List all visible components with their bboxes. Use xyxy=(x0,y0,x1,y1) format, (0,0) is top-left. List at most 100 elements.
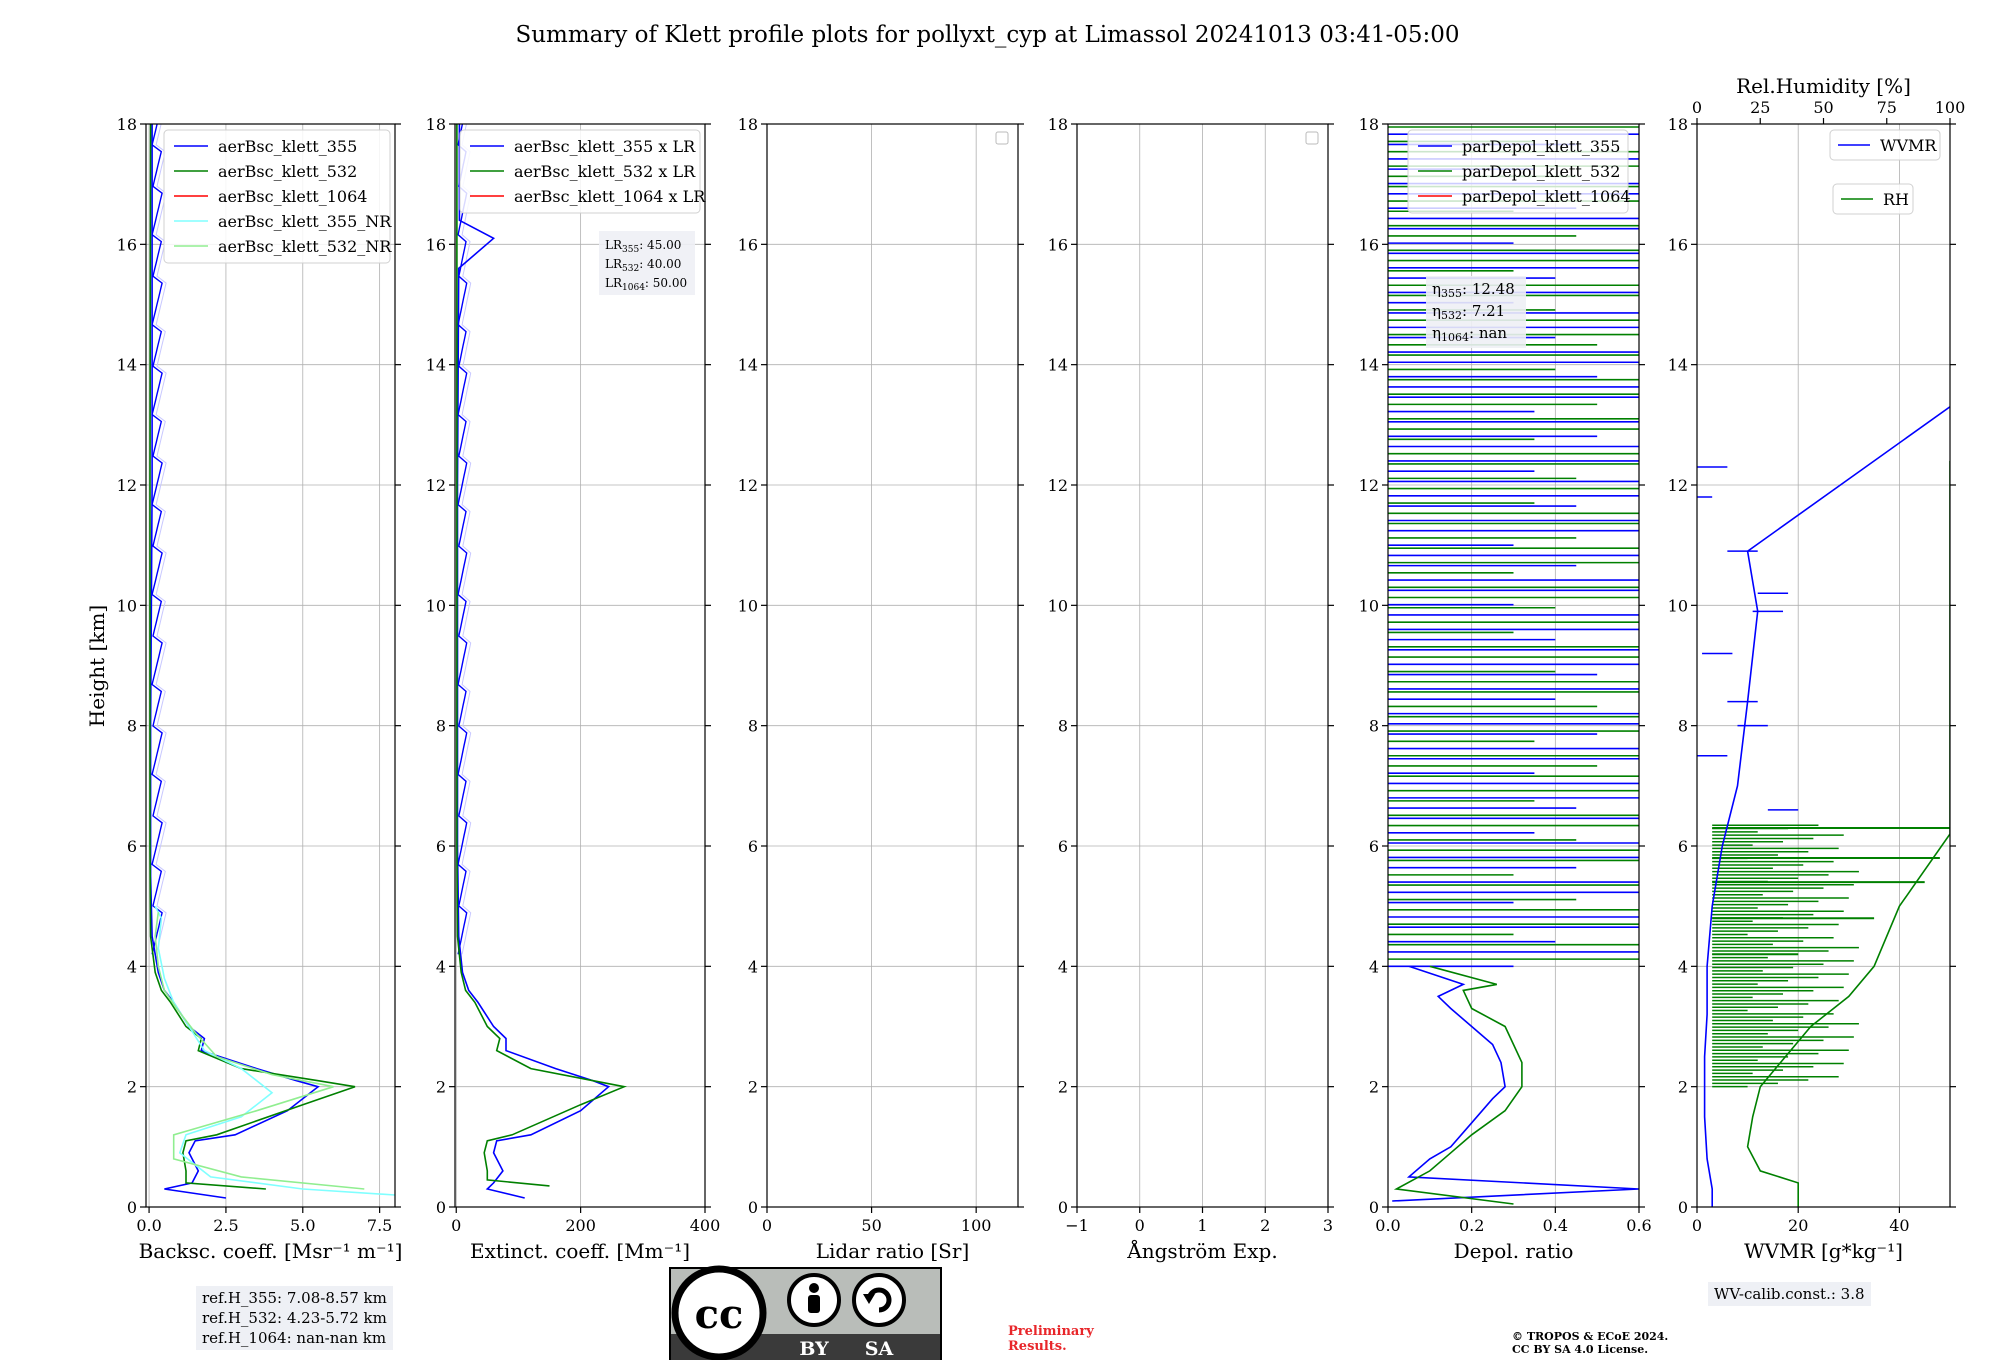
y-tick-label: 8 xyxy=(1369,717,1379,736)
y-tick-label: 8 xyxy=(436,717,446,736)
x-tick-label: 50 xyxy=(861,1216,881,1235)
series-line-WVMR xyxy=(1703,406,1950,1207)
legend-entry-RH: RH xyxy=(1883,190,1909,209)
noise-layer xyxy=(151,124,167,955)
y-tick-label: 2 xyxy=(1058,1078,1068,1097)
x-axis-label: WVMR [g*kg⁻¹] xyxy=(1744,1239,1903,1263)
x-axis-label: Ångström Exp. xyxy=(1126,1238,1277,1263)
legend-entry-aerBsc_klett_1064 x LR: aerBsc_klett_1064 x LR xyxy=(514,187,706,206)
x-tick-label: 0 xyxy=(1135,1216,1145,1235)
legend-entry-aerBsc_klett_532: aerBsc_klett_532 xyxy=(218,162,357,181)
x-tick-label: 20 xyxy=(1788,1216,1808,1235)
legend-entry-aerBsc_klett_532 x LR: aerBsc_klett_532 x LR xyxy=(514,162,696,181)
series-line-aerBsc_klett_532_NR xyxy=(154,912,365,1190)
sa-circle xyxy=(852,1273,906,1327)
y-tick-label: 12 xyxy=(426,476,446,495)
cc-logo-text: cc xyxy=(695,1291,744,1338)
y-tick-label: 0 xyxy=(748,1198,758,1217)
y-tick-label: 10 xyxy=(1359,596,1379,615)
y-tick-label: 4 xyxy=(1678,957,1688,976)
x-tick-label: 0.4 xyxy=(1543,1216,1568,1235)
y-axis-label: Height [km] xyxy=(85,605,109,727)
top-x-tick-label: 0 xyxy=(1692,98,1702,117)
x-axis-label: Backsc. coeff. [Msr⁻¹ m⁻¹] xyxy=(139,1239,403,1263)
ref-height-box: ref.H_355: 7.08-8.57 km ref.H_532: 4.23-… xyxy=(196,1286,393,1350)
x-axis-label: Depol. ratio xyxy=(1454,1239,1574,1263)
annotation-symbol: η xyxy=(1432,324,1441,342)
series-line-aerBsc_klett_355 xyxy=(149,124,320,1199)
y-tick-label: 10 xyxy=(738,596,758,615)
top-axis-label: Rel.Humidity [%] xyxy=(1736,74,1911,98)
legend-entry-parDepol_klett_355: parDepol_klett_355 xyxy=(1462,137,1620,156)
signal-noise-nr xyxy=(461,124,472,955)
y-tick-label: 12 xyxy=(738,476,758,495)
y-tick-label: 6 xyxy=(1058,837,1068,856)
legend-entry-aerBsc_klett_355: aerBsc_klett_355 xyxy=(218,137,357,156)
y-tick-label: 2 xyxy=(1369,1078,1379,1097)
y-tick-label: 8 xyxy=(748,717,758,736)
annotation-subscript: 355 xyxy=(622,245,639,255)
annotation-subscript: 1064 xyxy=(622,283,645,293)
y-tick-label: 0 xyxy=(1058,1198,1068,1217)
ref-height-532: ref.H_532: 4.23-5.72 km xyxy=(202,1309,387,1327)
legend-box xyxy=(459,129,701,214)
series-line-aerBsc_klett_355_NR xyxy=(154,905,395,1196)
ref-height-355: ref.H_355: 7.08-8.57 km xyxy=(202,1289,387,1307)
legend-box xyxy=(163,129,391,264)
by-label: BY xyxy=(799,1338,829,1360)
plot-frame xyxy=(766,123,1019,1208)
legend-entry-aerBsc_klett_532_NR: aerBsc_klett_532_NR xyxy=(218,237,392,256)
sa-arrow-head xyxy=(863,1294,875,1304)
empty-legend-box xyxy=(995,131,1009,145)
series-line-aerBsc_klett_532 x LR xyxy=(456,124,627,1187)
y-tick-label: 18 xyxy=(1359,115,1379,134)
y-tick-label: 18 xyxy=(426,115,446,134)
series-line-aerBsc_klett_532 xyxy=(149,124,356,1190)
annotation-line: η532: 7.21 xyxy=(1432,302,1505,322)
y-tick-label: 14 xyxy=(1668,356,1688,375)
cc-license-badge: cc BY SA xyxy=(669,1265,942,1360)
annotation-value: : nan xyxy=(1469,324,1507,342)
annotation-value: : 7.21 xyxy=(1462,302,1505,320)
series-layer xyxy=(1392,965,1639,1205)
chart-panel-5: 0 2 4 6 8 10 12 14 16 18 0.0 0.2 0.4 0.6 Depol. ratio p… xyxy=(1359,115,1652,1263)
annotation-line: LR532: 40.00 xyxy=(605,257,681,274)
y-tick-label: 18 xyxy=(117,115,137,134)
copyright-line-2: CC BY SA 4.0 License. xyxy=(1512,1343,1649,1356)
legend-entry-aerBsc_klett_1064: aerBsc_klett_1064 xyxy=(218,187,367,206)
y-tick-label: 12 xyxy=(1668,476,1688,495)
y-tick-label: 16 xyxy=(1668,235,1688,254)
copyright-line-1: © TROPOS & ECoE 2024. xyxy=(1512,1330,1669,1343)
y-tick-label: 16 xyxy=(1048,235,1068,254)
annotation-line: η1064: nan xyxy=(1432,324,1507,344)
y-tick-label: 0 xyxy=(1369,1198,1379,1217)
x-tick-label: 0.2 xyxy=(1459,1216,1484,1235)
y-tick-label: 14 xyxy=(1359,356,1379,375)
chart-panel-3: 0 2 4 6 8 10 12 14 16 18 0 50 100 Lidar ratio [Sr] xyxy=(738,115,1024,1263)
annotation-box xyxy=(599,231,695,295)
x-tick-label: 7.5 xyxy=(367,1216,392,1235)
y-tick-label: 10 xyxy=(1668,596,1688,615)
y-tick-label: 10 xyxy=(117,596,137,615)
series-line-parDepol_klett_532 xyxy=(1393,965,1523,1205)
x-tick-label: 3 xyxy=(1323,1216,1333,1235)
series-line-parDepol_klett_355 xyxy=(1392,965,1639,1202)
by-person-head xyxy=(809,1283,819,1293)
y-tick-label: 2 xyxy=(127,1078,137,1097)
y-tick-label: 6 xyxy=(748,837,758,856)
chart-panel-1: 0 2 4 6 8 10 12 14 16 18 0.0 2.5 5.0 7.5 Backsc. coeff… xyxy=(117,115,403,1263)
y-tick-label: 10 xyxy=(426,596,446,615)
y-tick-label: 4 xyxy=(1369,957,1379,976)
y-tick-label: 0 xyxy=(1678,1198,1688,1217)
x-tick-label: 400 xyxy=(690,1216,721,1235)
x-axis-label: Extinct. coeff. [Mm⁻¹] xyxy=(470,1239,690,1263)
copyright-note: © TROPOS & ECoE 2024. CC BY SA 4.0 Licen… xyxy=(1512,1330,1668,1356)
series-layer xyxy=(456,124,627,1199)
plot-frame xyxy=(1387,123,1640,1208)
annotation-value: : 50.00 xyxy=(645,276,687,290)
y-tick-label: 18 xyxy=(1048,115,1068,134)
top-x-tick-label: 25 xyxy=(1750,98,1770,117)
y-tick-label: 10 xyxy=(1048,596,1068,615)
